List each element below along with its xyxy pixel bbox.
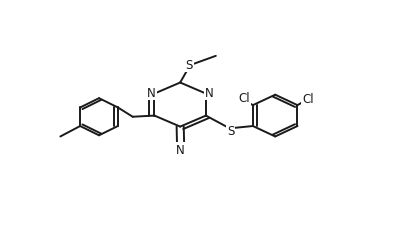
- Text: N: N: [176, 144, 185, 157]
- Text: Cl: Cl: [238, 91, 249, 105]
- Text: S: S: [227, 124, 234, 137]
- Text: N: N: [147, 86, 156, 100]
- Text: S: S: [185, 59, 192, 72]
- Text: Cl: Cl: [303, 92, 314, 105]
- Text: N: N: [205, 86, 213, 100]
